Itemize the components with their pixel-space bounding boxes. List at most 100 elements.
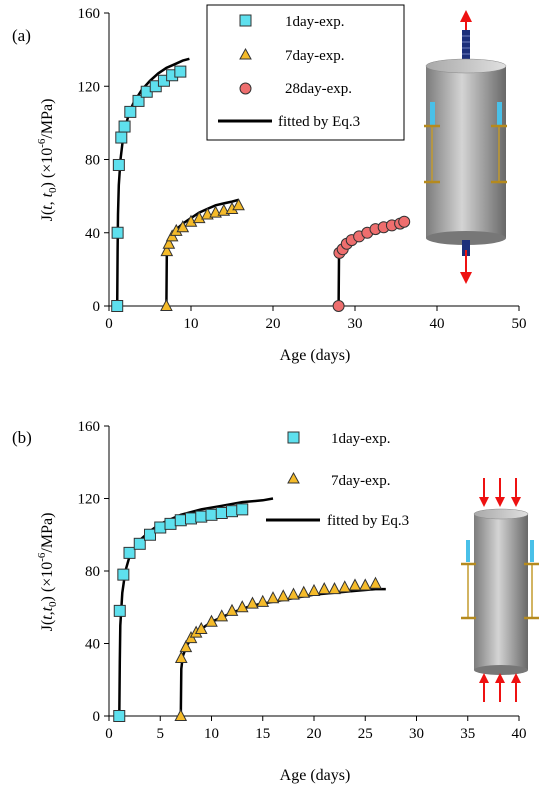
arrowhead-icon: [511, 673, 521, 683]
data-point-triangle: [328, 582, 341, 595]
data-point-triangle: [276, 589, 290, 602]
x-tick-label: 40: [430, 316, 445, 332]
rod-icon: [462, 30, 470, 62]
data-point-square: [205, 508, 218, 521]
data-point-square: [113, 604, 126, 617]
legend-marker-triangle: [287, 471, 300, 484]
data-point-square: [164, 517, 177, 530]
data-point-triangle: [179, 640, 193, 653]
legend-label: fitted by Eq.3: [327, 513, 409, 529]
y-tick-label: 0: [93, 709, 101, 725]
x-tick-label: 10: [184, 316, 199, 332]
data-point-square: [115, 131, 128, 144]
cylinder-body-icon: [474, 514, 528, 670]
x-tick-label: 15: [255, 726, 270, 742]
data-point-square: [112, 158, 125, 171]
plot-area: [113, 497, 386, 722]
x-tick-label: 25: [358, 726, 373, 742]
data-point-triangle: [232, 198, 245, 211]
data-point-triangle: [256, 594, 270, 607]
arrowhead-icon: [495, 497, 505, 507]
data-point-triangle: [246, 596, 259, 609]
data-point-triangle: [194, 621, 208, 634]
data-point-triangle: [174, 708, 188, 721]
data-point-triangle: [192, 211, 206, 224]
data-point-triangle: [338, 580, 352, 593]
panel-b: (b) 0 5 10 15 20 25 30 35 40 0 40 80 120 160 Age (da…: [12, 419, 539, 784]
y-tick-label: 160: [78, 6, 101, 22]
y-tick-labels: 0 40 80 120 160: [78, 419, 101, 725]
y-tick-label: 120: [78, 79, 101, 95]
axes: [104, 425, 520, 721]
data-point-triangle: [317, 582, 331, 595]
data-point-triangle: [160, 243, 174, 257]
legend-label: fitted by Eq.3: [278, 114, 360, 130]
data-point-triangle: [266, 591, 280, 604]
x-tick-label: 30: [409, 726, 424, 742]
rod-icon: [462, 240, 470, 256]
gauge-icon: [530, 540, 534, 562]
legend-marker-circle: [239, 82, 252, 95]
y-axis-label: J(t,t0) (×10-6/MPa): [36, 513, 59, 632]
cylinder-compression-icon: [461, 478, 539, 702]
data-point-triangle: [215, 609, 229, 622]
data-point-triangle: [174, 650, 188, 663]
legend-label: 1day-exp.: [331, 431, 391, 447]
legend-marker-square: [287, 431, 300, 444]
data-point-square: [132, 94, 145, 107]
legend: 1day-exp. 7day-exp. fitted by Eq.3: [266, 431, 409, 529]
data-point-square: [113, 710, 126, 722]
gauge-icon: [430, 102, 435, 126]
x-tick-label: 30: [348, 316, 363, 332]
data-point-triangle: [348, 578, 362, 591]
cylinder-top-icon: [425, 58, 507, 74]
data-point-triangle: [235, 600, 249, 613]
data-point-triangle: [358, 578, 372, 591]
fitted-curve: [179, 587, 386, 717]
x-axis-label: Age (days): [280, 347, 351, 364]
x-tick-label: 40: [512, 726, 527, 742]
legend-label: 28day-exp.: [285, 81, 352, 97]
x-tick-label: 20: [266, 316, 281, 332]
panel-label: (b): [12, 428, 32, 447]
data-point-circle: [398, 215, 411, 228]
x-tick-label: 20: [307, 726, 322, 742]
data-point-triangle: [184, 214, 198, 227]
axes: [104, 12, 520, 311]
x-tick-label: 0: [105, 316, 113, 332]
data-point-square: [144, 528, 156, 541]
data-point-triangle: [225, 603, 239, 616]
data-point-triangle: [287, 587, 300, 600]
y-tick-label: 40: [85, 637, 100, 653]
y-tick-label: 80: [85, 153, 100, 169]
legend-marker-square: [239, 14, 252, 27]
arrowhead-icon: [460, 10, 472, 22]
legend-label: 7day-exp.: [331, 473, 391, 489]
arrowhead-icon: [479, 673, 489, 683]
data-point-square: [174, 514, 187, 527]
cylinder-body-icon: [426, 66, 506, 238]
data-point-square: [185, 512, 197, 525]
data-point-circle: [332, 300, 345, 312]
data-point-triangle: [297, 585, 311, 598]
data-point-square: [154, 521, 167, 534]
data-point-square: [124, 105, 137, 118]
data-point-triangle: [205, 614, 218, 627]
y-tick-label: 160: [78, 419, 101, 435]
gauge-icon: [497, 102, 502, 126]
legend-label: 1day-exp.: [285, 14, 345, 30]
arrowhead-icon: [479, 497, 489, 507]
data-point-square: [226, 505, 238, 518]
data-point-square: [195, 510, 208, 523]
y-axis-label: J(t, t0) (×10-6/MPa): [36, 99, 59, 222]
cylinder-tension-icon: [424, 10, 507, 284]
cylinder-top-icon: [473, 508, 529, 520]
y-tick-label: 0: [93, 299, 101, 315]
x-tick-label: 35: [460, 726, 475, 742]
arrowhead-icon: [495, 673, 505, 683]
legend-marker-triangle: [239, 47, 252, 60]
x-tick-label: 50: [512, 316, 527, 332]
data-point-square: [236, 503, 249, 516]
legend-label: 7day-exp.: [285, 48, 345, 64]
